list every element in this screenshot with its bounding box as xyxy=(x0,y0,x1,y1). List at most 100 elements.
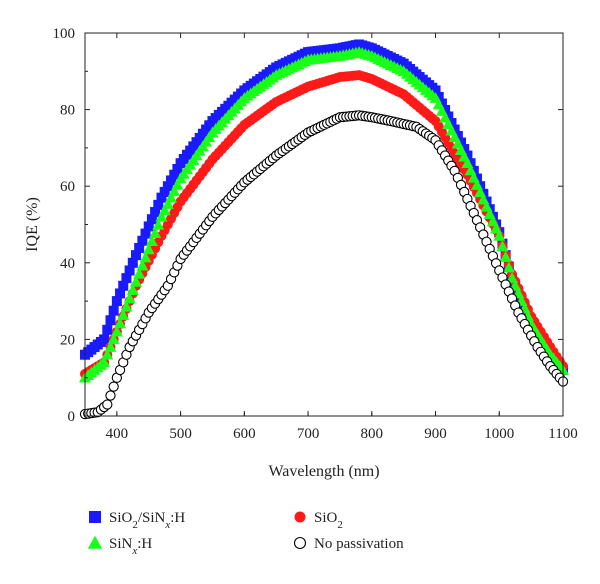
data-point xyxy=(162,181,173,192)
data-point xyxy=(430,85,441,96)
x-tick-label: 600 xyxy=(233,426,256,442)
data-point xyxy=(502,261,515,273)
legend-marker xyxy=(293,536,307,550)
x-tick-label: 1100 xyxy=(548,426,577,442)
data-point xyxy=(452,131,463,142)
data-point xyxy=(172,163,183,174)
x-tick-label: 1000 xyxy=(484,426,514,442)
data-point xyxy=(150,207,161,218)
data-point xyxy=(499,251,512,262)
data-point xyxy=(166,175,177,186)
legend-label-part: :H xyxy=(137,536,152,552)
data-point xyxy=(140,228,151,239)
data-point xyxy=(108,305,119,316)
data-point xyxy=(134,242,145,253)
data-point xyxy=(436,98,447,109)
data-point xyxy=(156,192,167,203)
x-tick-label: 400 xyxy=(106,426,129,442)
data-point xyxy=(107,333,120,345)
data-point xyxy=(118,280,129,291)
legend-label: No passivation xyxy=(314,536,404,552)
data-point xyxy=(105,390,116,401)
legend-marker xyxy=(89,511,101,523)
data-point xyxy=(462,150,473,161)
data-point xyxy=(171,178,184,190)
x-tick-label: 900 xyxy=(424,426,447,442)
y-tick-label: 60 xyxy=(60,179,75,195)
data-point xyxy=(456,137,467,148)
data-point xyxy=(496,240,509,252)
data-point xyxy=(98,356,111,368)
data-point xyxy=(126,284,139,296)
data-point xyxy=(165,191,178,203)
legend-label-part: x xyxy=(164,519,170,531)
series-sio2-sinx-h xyxy=(80,39,568,376)
x-tick-label: 700 xyxy=(297,426,320,442)
data-point xyxy=(133,267,146,279)
series-no-passivation xyxy=(79,110,569,420)
legend-label-part: 2 xyxy=(132,519,138,531)
axis-ticks: 400 500 600 700 800 900 1000 1100 0 20 40 60 80 100 xyxy=(53,26,578,442)
legend-marker xyxy=(294,511,306,523)
data-point xyxy=(146,214,157,225)
data-point xyxy=(110,325,123,337)
y-tick-label: 0 xyxy=(68,409,76,425)
data-point xyxy=(136,259,149,271)
legend-item: No passivation xyxy=(293,536,404,552)
x-axis-title: Wavelength (nm) xyxy=(268,463,379,480)
x-tick-label: 500 xyxy=(169,426,192,442)
legend-label: SiO2 xyxy=(314,510,343,531)
data-point xyxy=(155,210,168,222)
y-tick-label: 100 xyxy=(53,26,76,42)
data-point xyxy=(142,243,155,255)
data-point xyxy=(104,341,117,352)
data-point xyxy=(168,185,181,197)
y-axis-title: IQE (%) xyxy=(24,197,41,252)
legend-label-part: 2 xyxy=(337,519,343,531)
legend-item: SiO2 xyxy=(294,510,343,531)
data-point xyxy=(159,186,170,197)
data-point xyxy=(99,334,110,345)
data-point xyxy=(127,257,138,268)
data-point xyxy=(101,348,114,360)
data-point xyxy=(459,144,470,155)
plot-area xyxy=(79,39,569,420)
legend-marker xyxy=(87,535,103,549)
legend-label-part: SiN xyxy=(109,536,133,552)
data-point xyxy=(111,296,122,307)
data-point xyxy=(158,204,171,216)
data-point xyxy=(440,104,451,115)
data-point xyxy=(149,227,162,238)
data-point xyxy=(102,399,113,410)
legend-label-part: x xyxy=(131,545,137,557)
series-sinx-h xyxy=(79,46,569,383)
legend-label-part: SiO xyxy=(109,510,133,526)
data-point xyxy=(443,111,454,122)
data-point xyxy=(124,265,135,276)
data-point xyxy=(161,198,174,209)
legend-label: SiNx:H xyxy=(109,536,152,557)
data-point xyxy=(153,199,164,210)
data-point xyxy=(169,169,180,180)
legend-label-part: :H xyxy=(170,510,185,526)
data-point xyxy=(130,250,141,261)
y-tick-label: 40 xyxy=(60,256,75,272)
y-tick-label: 20 xyxy=(60,332,75,348)
legend-item: SiNx:H xyxy=(87,535,152,557)
data-point xyxy=(449,124,460,135)
data-point xyxy=(143,221,154,232)
data-point xyxy=(121,273,132,284)
data-point xyxy=(114,317,127,329)
data-point xyxy=(120,300,133,312)
data-point xyxy=(137,235,148,246)
data-point xyxy=(493,229,506,241)
data-point xyxy=(102,324,113,335)
legend-label: SiO2/SiNx:H xyxy=(109,510,185,531)
y-tick-label: 80 xyxy=(60,103,75,119)
data-point xyxy=(115,288,126,299)
data-point xyxy=(433,91,444,102)
x-tick-label: 800 xyxy=(361,426,384,442)
data-point xyxy=(446,118,457,129)
